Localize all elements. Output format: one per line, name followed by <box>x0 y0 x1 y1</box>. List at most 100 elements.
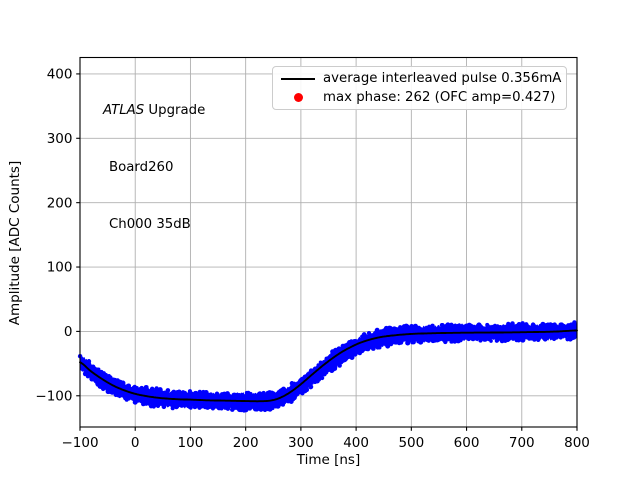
average-pulse-line <box>79 329 578 403</box>
x-tick-label: 700 <box>509 435 535 451</box>
scatter-point <box>441 337 446 342</box>
scatter-point <box>392 339 399 345</box>
scatter-point <box>143 384 149 390</box>
scatter-point <box>84 372 89 377</box>
scatter-point <box>349 355 355 360</box>
scatter-point <box>118 381 123 386</box>
scatter-point <box>93 377 99 384</box>
plot-annotation: ATLAS Upgrade Board260 Ch000 35dB <box>103 63 205 272</box>
legend-line-sample <box>281 77 315 80</box>
scatter-point <box>541 335 547 340</box>
y-tick-label: 100 <box>47 260 73 276</box>
scatter-point <box>509 323 514 328</box>
scatter-point <box>370 346 376 351</box>
scatter-point <box>121 383 126 387</box>
scatter-point <box>208 392 214 397</box>
scatter-point <box>196 403 202 409</box>
scatter-point <box>269 390 275 396</box>
scatter-point <box>214 391 220 396</box>
scatter-point <box>453 323 458 328</box>
scatter-point <box>445 337 450 342</box>
scatter-point <box>156 387 162 393</box>
scatter-point <box>236 392 242 398</box>
scatter-point <box>375 345 380 350</box>
red-dot-icon <box>293 93 303 102</box>
scatter-point <box>286 399 291 404</box>
scatter-point <box>94 367 99 372</box>
scatter-point <box>221 391 226 396</box>
scatter-point <box>197 389 202 394</box>
scatter-point <box>319 374 324 379</box>
y-axis-label: Amplitude [ADC Counts] <box>7 160 23 326</box>
scatter-point <box>416 325 422 331</box>
scatter-point <box>155 403 161 408</box>
scatter-point <box>449 322 454 327</box>
scatter-point <box>237 405 243 411</box>
scatter-point <box>171 389 177 395</box>
scatter-point <box>201 389 206 394</box>
scatter-point <box>90 364 96 369</box>
scatter-point <box>143 400 149 406</box>
scatter-point <box>316 363 321 367</box>
scatter-point <box>80 366 86 372</box>
x-tick-label: 400 <box>343 435 369 451</box>
scatter-point <box>374 327 380 333</box>
scatter-point <box>558 322 564 328</box>
scatter-point <box>193 391 198 396</box>
scatter-point <box>359 348 365 354</box>
scatter-point <box>262 404 268 411</box>
scatter-point <box>151 404 156 409</box>
legend-dot-sample <box>281 93 315 102</box>
scatter-point <box>352 338 357 344</box>
scatter-point <box>192 403 198 408</box>
scatter-point <box>230 407 235 412</box>
scatter-point <box>302 374 307 379</box>
scatter-point <box>202 404 208 410</box>
scatter-point <box>412 338 417 343</box>
y-tick-label: 0 <box>64 324 73 340</box>
scatter-point <box>108 375 113 380</box>
scatter-point <box>259 405 265 410</box>
scatter-point <box>115 391 121 397</box>
scatter-point <box>273 404 278 408</box>
scatter-point <box>478 338 483 343</box>
scatter-point <box>366 331 372 336</box>
scatter-point <box>123 395 128 401</box>
scatter-point <box>89 376 95 382</box>
scatter-point <box>398 325 403 330</box>
scatter-point <box>406 338 412 343</box>
scatter-point <box>435 337 440 343</box>
scatter-point <box>216 405 222 411</box>
scatter-point <box>520 321 525 326</box>
scatter-point <box>430 323 435 329</box>
scatter-point <box>126 383 132 389</box>
y-tick-label: 400 <box>47 67 73 83</box>
annotation-line-2: Board260 <box>109 160 174 175</box>
scatter-point <box>482 337 487 342</box>
x-tick-label: 0 <box>131 435 140 451</box>
scatter-point <box>244 390 249 395</box>
scatter-point <box>149 386 155 392</box>
scatter-point <box>95 381 100 386</box>
scatter-point <box>301 387 307 393</box>
scatter-point <box>440 323 445 327</box>
scatter-point <box>333 365 338 369</box>
scatter-point <box>86 361 92 367</box>
scatter-point <box>361 332 367 338</box>
scatter-point <box>291 382 296 387</box>
x-tick-label: 100 <box>178 435 204 451</box>
scatter-point <box>398 340 404 345</box>
scatter-point <box>409 324 414 329</box>
scatter-point <box>257 391 263 397</box>
scatter-point <box>502 338 508 344</box>
scatter-point <box>430 339 436 344</box>
scatter-point <box>461 336 466 341</box>
scatter-point <box>99 369 104 374</box>
legend-item-max-phase: max phase: 262 (OFC amp=0.427) <box>273 88 566 107</box>
scatter-point <box>476 323 481 328</box>
scatter-point <box>318 360 323 365</box>
scatter-point <box>545 322 551 328</box>
scatter-point <box>530 322 536 327</box>
